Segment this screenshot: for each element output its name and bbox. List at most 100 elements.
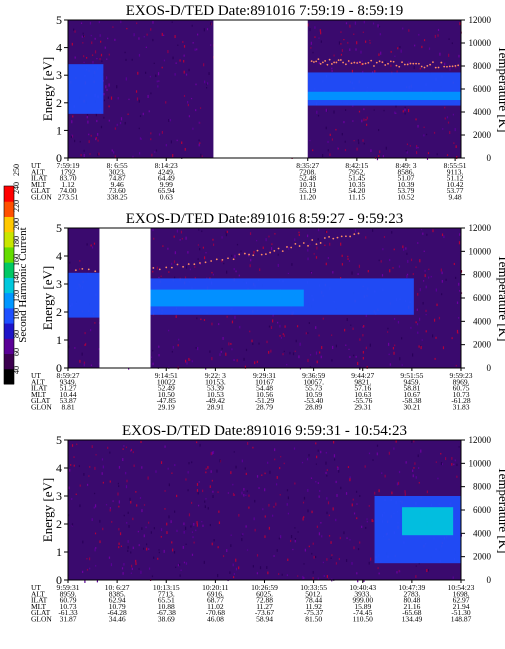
table-cell: 3933. (354, 589, 371, 598)
noise-speck (354, 21, 357, 25)
noise-speck (321, 535, 323, 538)
noise-speck (206, 82, 209, 85)
noise-speck (108, 83, 110, 87)
noise-speck (89, 567, 91, 570)
noise-speck (287, 272, 290, 275)
noise-speck (344, 140, 346, 143)
noise-speck (258, 487, 260, 489)
noise-speck (362, 31, 364, 33)
noise-speck (241, 534, 243, 536)
y2-tick-label: 12000 (469, 435, 492, 445)
noise-speck (113, 151, 115, 154)
noise-speck (410, 258, 413, 262)
noise-speck (310, 41, 312, 45)
noise-speck (181, 237, 183, 240)
noise-speck (108, 119, 110, 122)
noise-speck (80, 153, 82, 157)
noise-speck (398, 470, 401, 474)
noise-speck (86, 243, 88, 246)
temperature-point (87, 268, 90, 271)
temperature-point (74, 269, 77, 272)
noise-speck (458, 282, 460, 286)
noise-speck (220, 350, 222, 353)
noise-speck (349, 539, 351, 541)
table-cell: 80.48 (403, 596, 420, 605)
noise-speck (349, 478, 351, 482)
temperature-point (319, 242, 322, 244)
noise-speck (459, 233, 461, 236)
noise-speck (403, 248, 405, 251)
noise-speck (393, 248, 395, 251)
noise-speck (305, 332, 307, 335)
y-tick-label: 2 (56, 96, 62, 110)
noise-speck (71, 42, 73, 46)
noise-speck (207, 507, 209, 510)
noise-speck (69, 468, 71, 472)
noise-speck (295, 339, 297, 343)
noise-speck (238, 513, 240, 517)
noise-speck (378, 489, 380, 493)
temperature-point (328, 58, 331, 61)
colorbar-tick-label: 240 (12, 182, 21, 194)
noise-speck (394, 111, 396, 114)
noise-speck (268, 350, 270, 354)
noise-speck (433, 131, 436, 134)
noise-speck (180, 230, 183, 234)
noise-speck (308, 453, 310, 457)
noise-speck (118, 546, 120, 549)
table-cell: 10.52 (398, 193, 415, 202)
noise-speck (74, 56, 76, 59)
temperature-point (426, 64, 429, 67)
noise-speck (155, 74, 157, 78)
noise-speck (133, 464, 135, 467)
y-tick-label: 5 (56, 433, 62, 447)
noise-speck (456, 463, 458, 467)
noise-speck (425, 330, 427, 333)
noise-speck (146, 33, 148, 36)
table-cell: 9:36:59 (302, 371, 325, 380)
table-cell: 9.48 (449, 193, 462, 202)
noise-speck (149, 75, 152, 78)
table-cell: 10: 6:27 (105, 583, 130, 592)
noise-speck (264, 535, 266, 538)
noise-speck (366, 116, 368, 120)
noise-speck (356, 503, 358, 505)
noise-speck (205, 471, 207, 474)
noise-speck (197, 492, 199, 495)
noise-speck (233, 359, 235, 361)
noise-speck (199, 107, 202, 109)
y2-tick-label: 10000 (469, 38, 492, 48)
noise-speck (283, 350, 285, 353)
noise-speck (417, 146, 419, 149)
noise-speck (102, 465, 104, 469)
noise-speck (79, 260, 81, 262)
table-cell: 10.79 (109, 602, 126, 611)
noise-speck (303, 577, 305, 580)
noise-speck (413, 467, 415, 469)
noise-speck (94, 37, 96, 40)
energy-band (68, 64, 104, 114)
noise-speck (188, 513, 191, 517)
noise-speck (204, 80, 206, 84)
noise-speck (432, 229, 434, 233)
table-cell: 10.59 (305, 390, 322, 399)
noise-speck (141, 527, 143, 530)
noise-speck (327, 257, 329, 259)
noise-speck (187, 103, 189, 107)
noise-speck (418, 345, 420, 348)
noise-speck (382, 248, 384, 251)
noise-speck (426, 490, 428, 494)
noise-speck (326, 497, 328, 500)
noise-speck (313, 555, 315, 559)
noise-speck (401, 364, 403, 366)
noise-speck (337, 466, 339, 471)
noise-speck (319, 490, 321, 492)
noise-speck (138, 127, 140, 130)
noise-speck (183, 59, 185, 63)
noise-speck (201, 230, 203, 233)
colorbar-tick-label: 120 (12, 290, 21, 302)
noise-speck (111, 520, 113, 523)
noise-speck (406, 151, 408, 154)
noise-speck (196, 483, 199, 486)
noise-speck (230, 534, 232, 536)
